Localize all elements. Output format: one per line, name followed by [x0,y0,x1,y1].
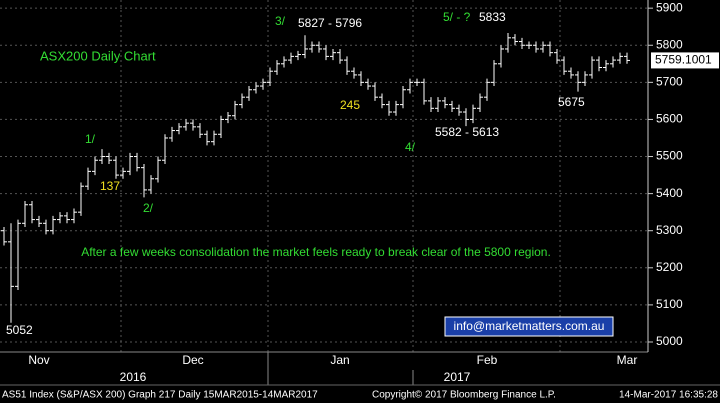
y-tick-label: 5900 [656,0,683,14]
annotation: 5582 - 5613 [435,125,499,139]
y-tick-label: 5700 [656,75,683,89]
annotation: 5675 [558,95,585,109]
annotation: 5833 [479,10,506,24]
x-tick-label: Feb [477,353,498,367]
x-tick-label: Jan [330,353,349,367]
contact-box [444,316,614,337]
y-tick-label: 5400 [656,186,683,200]
y-tick-label: 5600 [656,112,683,126]
footer-source: AS51 Index (S&P/ASX 200) Graph 217 Daily… [2,390,318,401]
y-tick-label: 5000 [656,334,683,348]
annotation: 5052 [6,323,33,337]
last-price-label: 5759.1001 [655,53,712,67]
annotation: 245 [340,98,360,112]
annotation: 3/ [275,14,286,28]
footer-timestamp: 14-Mar-2017 16:35:28 [619,390,718,401]
x-tick-label: Dec [182,353,203,367]
year-label: 2017 [444,370,471,384]
footer-copyright: Copyright© 2017 Bloomberg Finance L.P. [372,390,556,401]
y-tick-label: 5500 [656,149,683,163]
chart-title: ASX200 Daily Chart [40,48,156,63]
annotation: 5/ - ? [443,10,471,24]
x-tick-label: Mar [617,353,638,367]
y-tick-label: 5800 [656,37,683,51]
last-price-box [651,52,719,69]
y-tick-label: 5100 [656,297,683,311]
y-tick-label: 5300 [656,223,683,237]
year-label: 2016 [120,370,147,384]
annotation: 4/ [405,140,416,154]
y-tick-label: 5200 [656,260,683,274]
annotation: 137 [100,179,120,193]
x-tick-label: Nov [28,353,49,367]
annotation: 5827 - 5796 [298,16,362,30]
contact: info@marketmatters.com.au [454,319,605,333]
annotation: 1/ [85,132,96,146]
annotation: 2/ [143,201,154,215]
annotation: After a few weeks consolidation the mark… [81,245,551,259]
